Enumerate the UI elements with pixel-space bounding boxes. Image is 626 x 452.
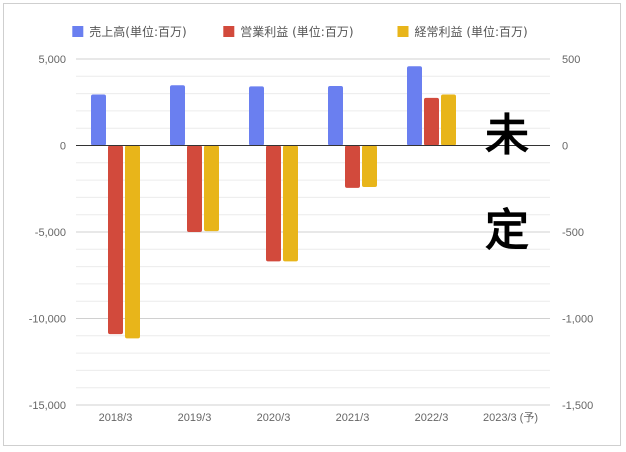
bar-3-2021/3 <box>362 145 377 188</box>
right-tick-label: 500 <box>562 54 580 66</box>
left-tick-label: -15,000 <box>29 400 66 412</box>
bar-1-2020/3 <box>249 86 264 146</box>
bar-2-2020/3 <box>266 145 281 262</box>
bar-1-2019/3 <box>170 85 185 146</box>
bar-2-2018/3 <box>108 145 123 335</box>
bar-1-2022/3 <box>407 66 422 146</box>
legend-swatch <box>397 26 409 37</box>
right-tick-label: -500 <box>562 227 584 239</box>
legend-swatch <box>223 26 235 37</box>
x-tick-label: 2018/3 <box>99 412 133 424</box>
right-tick-label: -1,500 <box>562 400 593 412</box>
left-tick-label: -5,000 <box>35 227 66 239</box>
left-tick-label: 5,000 <box>38 54 66 66</box>
x-tick-label: 2022/3 <box>415 412 449 424</box>
left-tick-label: -10,000 <box>29 314 66 326</box>
x-tick-label: 2021/3 <box>336 412 370 424</box>
x-tick-label: 2019/3 <box>178 412 212 424</box>
legend-label: 営業利益 (単位:百万) <box>240 24 353 39</box>
bar-2-2021/3 <box>345 145 360 188</box>
annotation-char: 定 <box>485 205 529 256</box>
bar-1-2021/3 <box>328 85 343 146</box>
bar-3-2018/3 <box>125 145 140 339</box>
annotation-char: 未 <box>485 110 529 161</box>
bar-3-2020/3 <box>283 145 298 262</box>
bar-3-2022/3 <box>441 94 456 146</box>
right-tick-label: 0 <box>562 141 568 153</box>
legend-swatch <box>72 26 84 37</box>
x-tick-label: 2020/3 <box>257 412 291 424</box>
chart-frame <box>3 3 621 446</box>
right-tick-label: -1,000 <box>562 314 593 326</box>
legend-label: 売上高(単位:百万) <box>89 24 186 39</box>
x-tick-label: 2023/3 (予) <box>483 411 538 424</box>
bar-1-2018/3 <box>91 94 106 146</box>
left-tick-label: 0 <box>60 141 66 153</box>
bar-2-2022/3 <box>424 97 439 146</box>
bar-3-2019/3 <box>204 145 219 232</box>
legend-label: 経常利益 (単位:百万) <box>415 24 528 39</box>
bar-2-2019/3 <box>187 145 202 232</box>
